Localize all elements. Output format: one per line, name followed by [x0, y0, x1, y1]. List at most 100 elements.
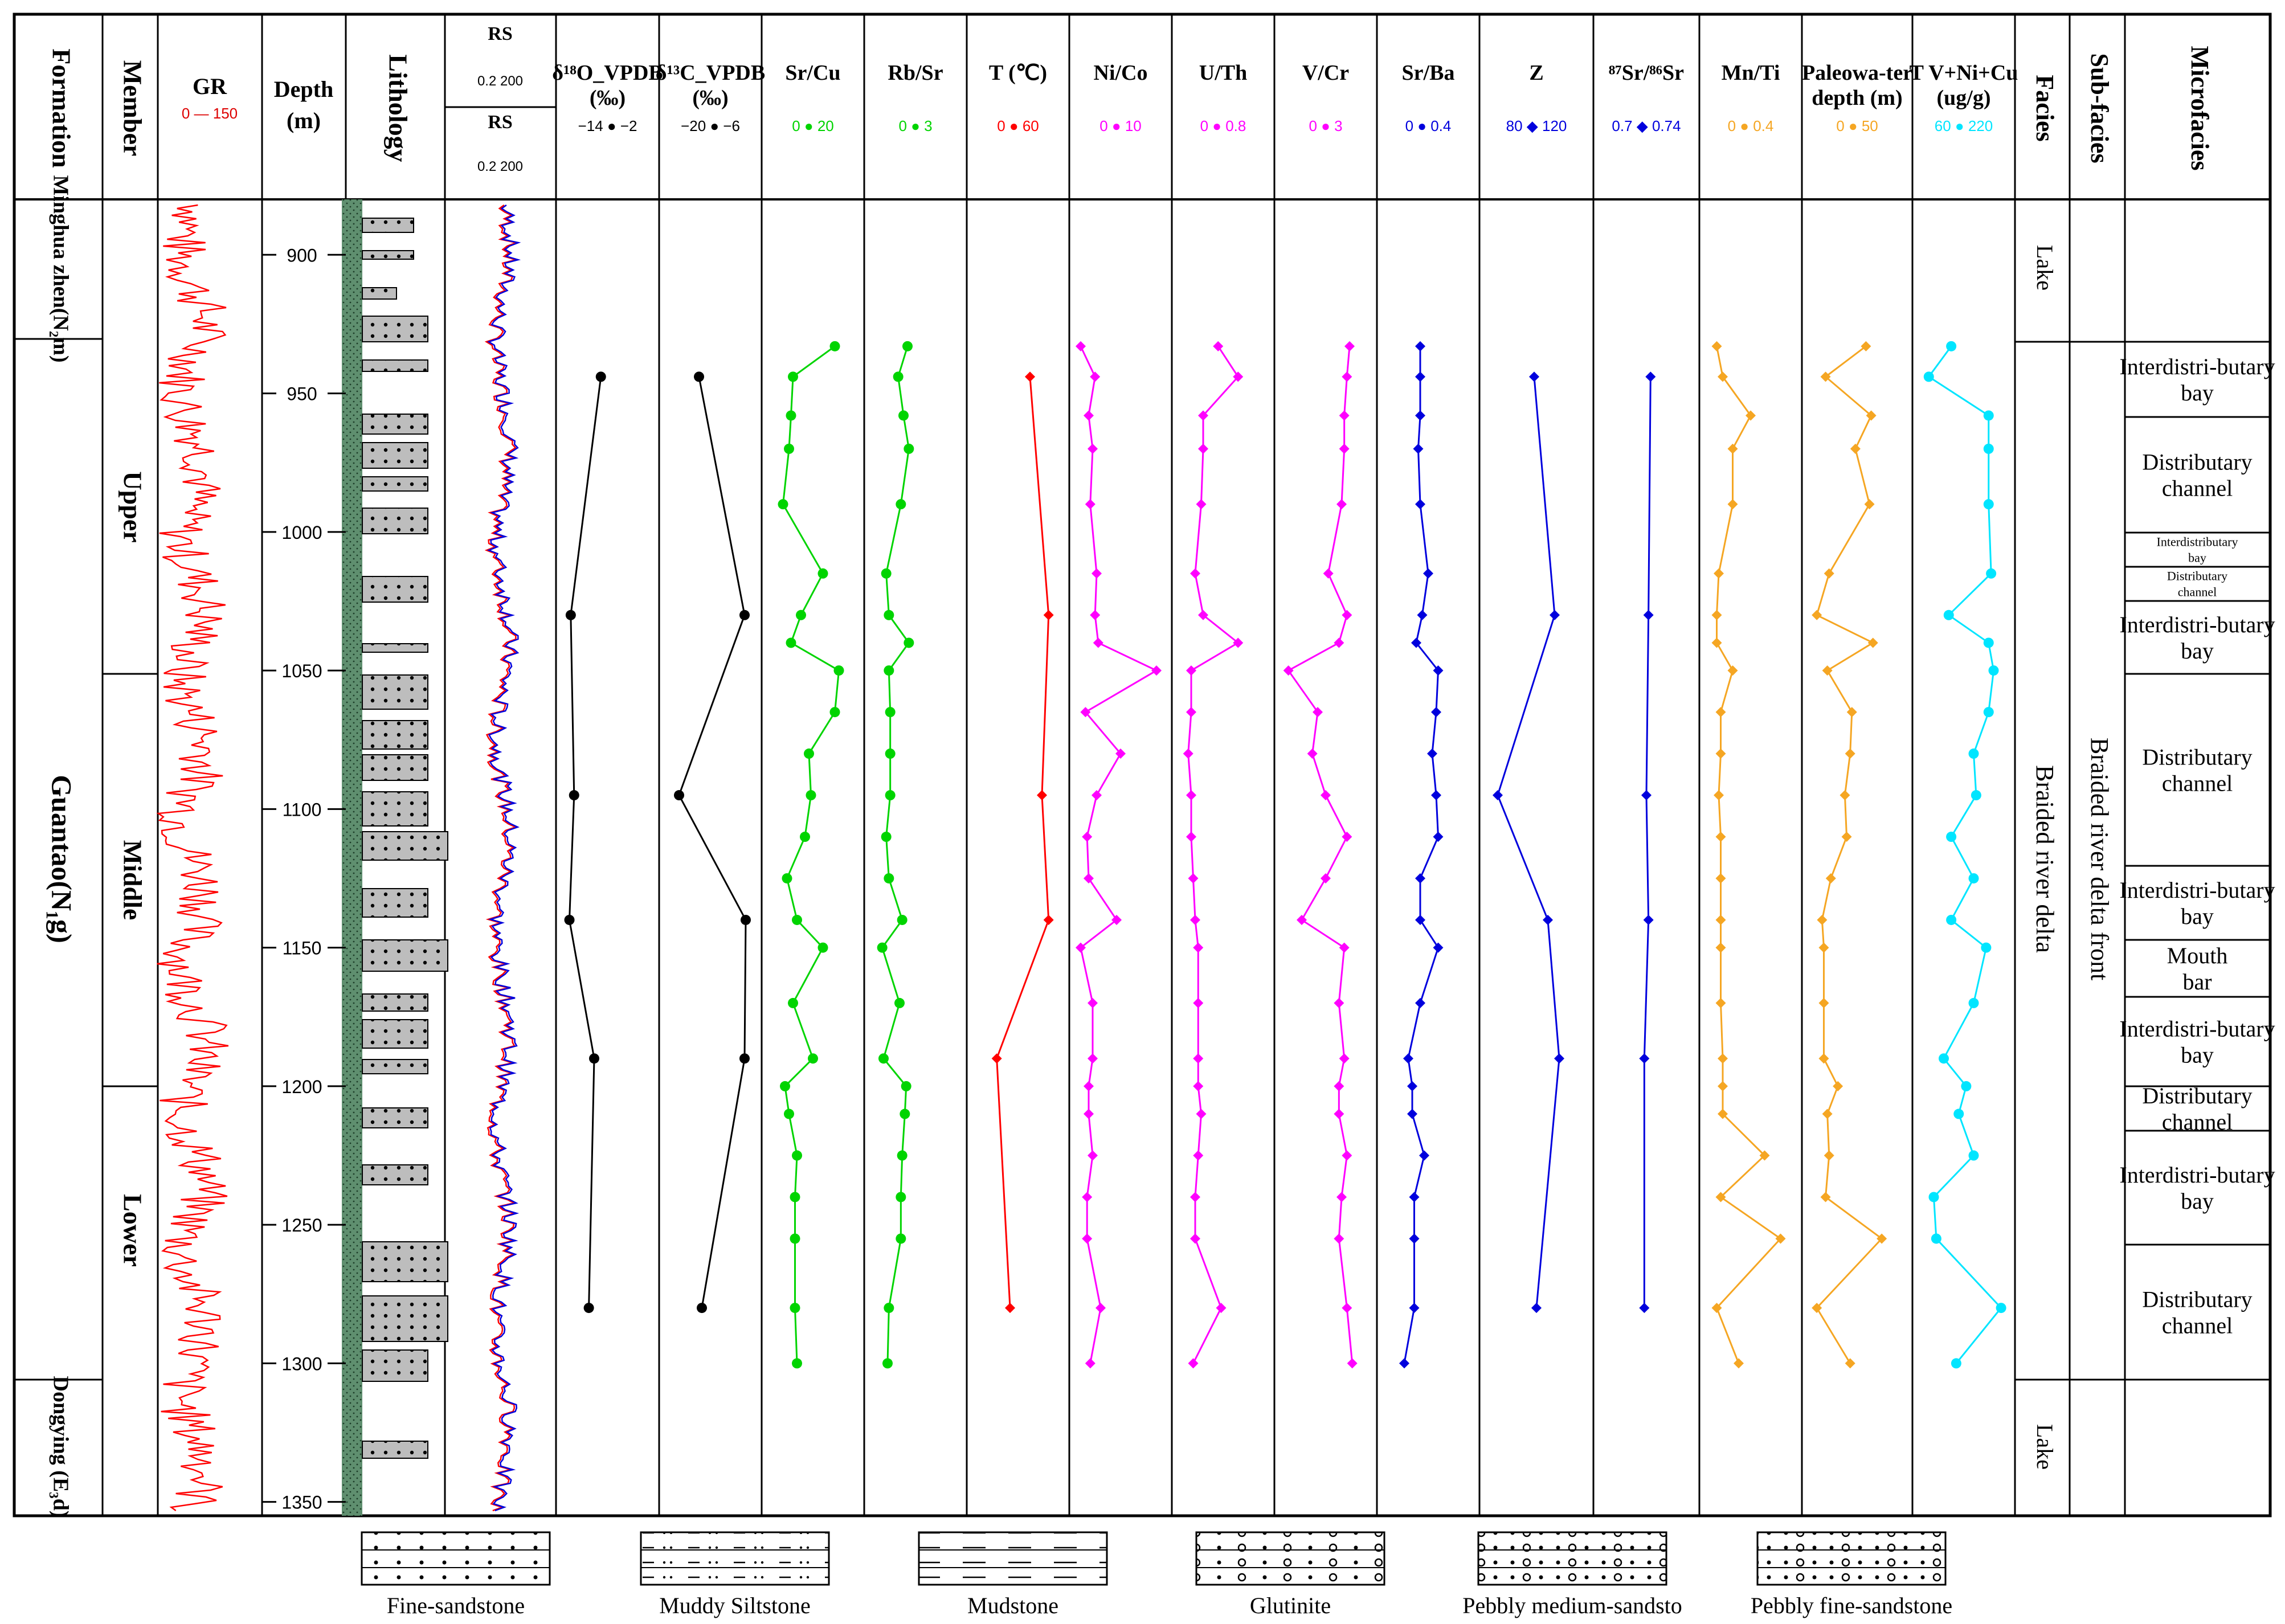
data-point-srba [1415, 873, 1425, 883]
series-title-mnti: Mn/Ti [1722, 61, 1780, 85]
data-point-srba [1407, 1108, 1417, 1119]
data-point-mnti [1715, 997, 1726, 1008]
data-point-paleo [1812, 1303, 1822, 1314]
series-scale-d18o: −14 ● −2 [578, 117, 637, 134]
microfacies-label: channel [2162, 1313, 2233, 1339]
data-point-paleo [1817, 914, 1828, 925]
data-point-uth [1198, 410, 1208, 421]
depth-axis: 900 950 1000 1050 1100 1150 1200 1250 1300 1350 [262, 245, 346, 1513]
microfacies-label: Interdistri-butary [2119, 612, 2275, 637]
data-point-temp [991, 1053, 1002, 1064]
data-point-paleo [1824, 1150, 1834, 1161]
data-point-nico [1082, 832, 1093, 842]
depth-unit: (m) [287, 108, 321, 133]
series-scale-srba: 0 ● 0.4 [1405, 117, 1452, 134]
data-point-uth [1186, 832, 1196, 842]
data-point-uth [1190, 1192, 1200, 1202]
series-line-temp [996, 377, 1050, 1308]
data-point-vcr [1336, 499, 1347, 510]
data-point-paleo [1864, 499, 1875, 510]
series-title-rbsr: Rb/Sr [888, 61, 943, 85]
data-point-nico [1085, 1358, 1096, 1369]
series-line-d13c [678, 377, 747, 1308]
data-point-nico [1084, 1108, 1094, 1119]
data-point-mnti [1759, 1150, 1770, 1161]
data-point-srcu [790, 1192, 800, 1202]
data-point-paleo [1818, 942, 1829, 953]
microfacies-label: Interdistri-butary [2119, 1162, 2275, 1188]
microfacies-label: Distributary [2167, 569, 2227, 583]
series-title-tvnicu: T V+Ni+Cu [1910, 61, 2018, 85]
data-point-srcu [817, 568, 828, 579]
data-point-mnti [1714, 790, 1724, 801]
data-point-nico [1088, 997, 1098, 1008]
data-point-srba [1415, 499, 1425, 510]
data-point-rbsr [904, 637, 914, 648]
depth-tick-label: 1150 [283, 938, 322, 959]
microfacies-label: bay [2181, 638, 2214, 664]
data-point-srcu [778, 499, 788, 510]
gr-scale: 0 — 150 [182, 105, 238, 122]
depth-header: Depth [274, 76, 333, 102]
data-point-uth [1190, 914, 1200, 925]
rs-log-curve-blue [487, 204, 521, 1512]
data-point-rbsr [881, 568, 892, 579]
series-scale-uth: 0 ● 0.8 [1200, 117, 1246, 134]
data-point-rbsr [884, 609, 894, 620]
data-point-srba [1415, 997, 1425, 1008]
series-title-srsr: ⁸⁷Sr/⁸⁶Sr [1609, 61, 1684, 85]
data-point-srba [1427, 748, 1437, 759]
member-lower: Lower [118, 1194, 147, 1267]
data-point-nico [1082, 1233, 1093, 1244]
data-point-srba [1419, 1150, 1429, 1161]
data-point-srba [1431, 707, 1441, 718]
data-point-srcu [786, 637, 796, 648]
data-point-mnti [1711, 341, 1722, 351]
rs-scale-top: 0.2 200 [477, 73, 523, 89]
microfacies-label: Interdistri-butary [2119, 354, 2275, 379]
data-point-mnti [1711, 1303, 1722, 1314]
data-point-z [1554, 1053, 1564, 1064]
formation-guantao: Guantao(N₁g) [46, 775, 78, 943]
facies-lake-top: Lake [2032, 245, 2058, 291]
data-point-temp [1005, 1303, 1015, 1314]
formation-minghuazhen: Minghua zhen(N₂m) [48, 175, 72, 362]
data-point-paleo [1840, 790, 1850, 801]
data-point-nico [1088, 443, 1098, 454]
depth-tick-label: 1350 [281, 1492, 322, 1513]
data-point-srsr [1645, 371, 1656, 382]
data-point-nico [1082, 1192, 1093, 1202]
data-point-nico [1084, 873, 1094, 883]
data-point-srcu [780, 1081, 790, 1091]
data-point-vcr [1323, 568, 1334, 579]
data-point-vcr [1307, 748, 1318, 759]
data-point-srba [1407, 1081, 1417, 1091]
facies-braided: Braided river delta [2031, 765, 2059, 953]
rs-header-bottom: RS [488, 112, 512, 133]
data-point-z [1543, 914, 1553, 925]
series-scale-srcu: 0 ● 20 [792, 117, 834, 134]
data-point-tvnicu [1946, 341, 1957, 351]
depth-tick-label: 1250 [281, 1215, 322, 1236]
data-point-nico [1151, 665, 1162, 676]
data-point-mnti [1714, 568, 1724, 579]
data-point-srcu [792, 1358, 802, 1369]
microfacies-label: Interdistributary [2157, 535, 2238, 549]
data-point-tvnicu [1943, 609, 1954, 620]
data-point-d13c [694, 371, 704, 382]
data-point-paleo [1820, 1192, 1831, 1202]
data-point-z [1529, 371, 1539, 382]
data-point-rbsr [902, 341, 913, 351]
data-point-srsr [1639, 1053, 1650, 1064]
data-point-srcu [788, 371, 798, 382]
data-point-mnti [1715, 1192, 1726, 1202]
data-point-nico [1085, 499, 1096, 510]
data-point-srba [1423, 568, 1433, 579]
data-point-srcu [792, 914, 802, 925]
data-point-tvnicu [1983, 499, 1994, 510]
data-point-rbsr [884, 665, 894, 676]
data-point-uth [1186, 707, 1196, 718]
data-point-mnti [1727, 665, 1738, 676]
legend-swatch [1756, 1531, 1947, 1586]
